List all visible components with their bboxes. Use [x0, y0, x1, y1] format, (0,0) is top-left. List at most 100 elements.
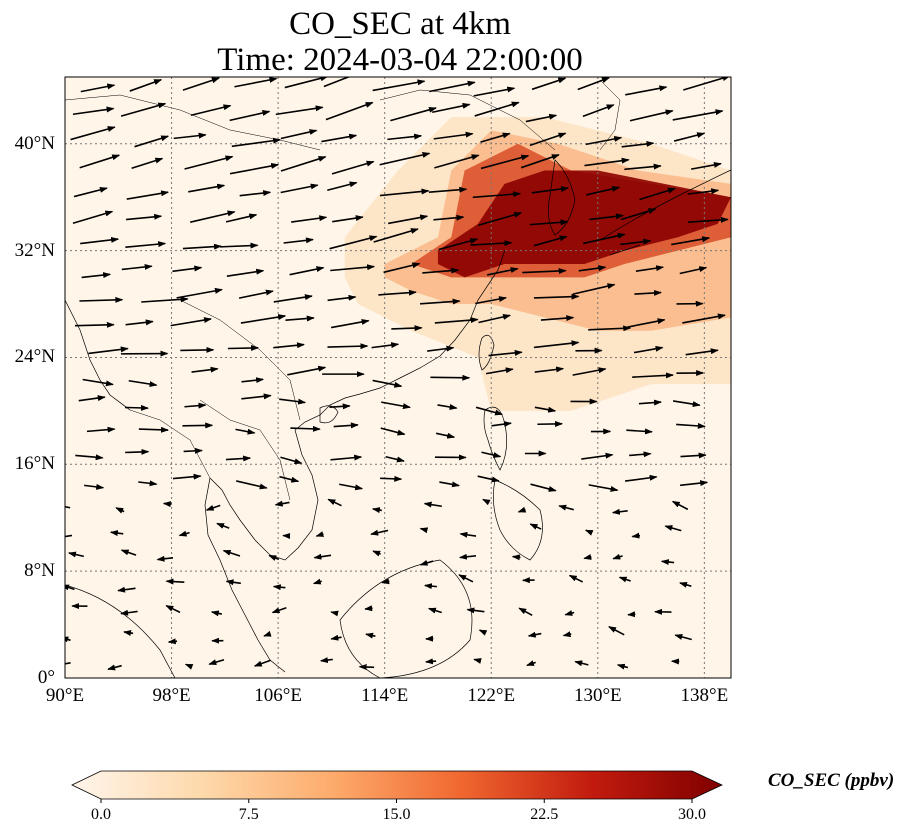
wind-arrow: [466, 607, 485, 614]
wind-arrow: [588, 325, 632, 332]
wind-arrow: [518, 607, 533, 617]
wind-arrow: [635, 265, 665, 272]
wind-arrow: [676, 422, 706, 429]
wind-arrow: [205, 504, 221, 511]
wind-arrow: [379, 188, 430, 197]
wind-arrow: [65, 584, 75, 591]
lon-tick-label: 114°E: [361, 685, 409, 706]
border-inland-4: [129, 409, 211, 479]
wind-arrow: [67, 551, 85, 558]
wind-arrow: [253, 659, 271, 667]
wind-arrow: [280, 129, 318, 140]
wind-arrow: [680, 480, 709, 487]
wind-arrow: [225, 579, 241, 586]
lon-tick-label: 138°E: [680, 685, 729, 706]
wind-arrow: [585, 186, 621, 196]
wind-arrow: [190, 210, 236, 223]
wind-arrow: [182, 77, 220, 91]
wind-arrow: [219, 242, 259, 249]
coastline-hainan: [319, 405, 339, 424]
wind-arrow: [434, 317, 479, 324]
wind-arrow: [438, 238, 479, 251]
wind-arrow: [480, 132, 511, 143]
wind-arrow: [138, 426, 170, 433]
wind-arrow: [371, 342, 400, 349]
wind-arrow: [167, 638, 178, 645]
wind-arrow: [280, 156, 327, 172]
wind-arrow: [664, 525, 682, 532]
wind-arrow: [581, 452, 614, 460]
wind-arrow: [531, 186, 570, 194]
wind-arrow: [618, 576, 631, 583]
wind-arrow: [330, 318, 370, 329]
wind-arrow: [624, 163, 662, 171]
wind-arrow: [423, 501, 442, 508]
wind-arrow: [511, 554, 521, 561]
wind-arrow: [387, 133, 423, 141]
wind-arrow: [435, 432, 456, 439]
wind-arrow: [612, 553, 623, 560]
wind-arrow: [172, 265, 203, 273]
colorbar-label: CO_SEC (ppbv): [768, 770, 895, 791]
colorbar-tick-label: 7.5: [238, 806, 259, 823]
wind-arrow: [327, 343, 369, 350]
lon-tick-label: 90°E: [45, 685, 85, 706]
wind-arrow: [210, 610, 223, 617]
wind-arrow: [533, 293, 580, 300]
wind-arrow: [124, 404, 149, 411]
colorbar-gradient: [71, 770, 723, 800]
colorbar-tick-label: 22.5: [530, 806, 559, 823]
coastline-malay-peninsula: [204, 477, 286, 673]
wind-arrow: [115, 507, 125, 514]
wind-arrow: [533, 235, 568, 247]
wind-arrow: [184, 155, 234, 170]
border-inland-1: [65, 94, 321, 151]
wind-arrow: [458, 574, 474, 583]
wind-arrow: [128, 379, 158, 387]
wind-arrow: [632, 372, 674, 379]
wind-arrow: [263, 630, 272, 637]
wind-arrow: [564, 610, 575, 616]
wind-arrow: [279, 398, 307, 405]
wind-arrow: [225, 213, 258, 223]
wind-arrow: [339, 483, 364, 491]
wind-arrow: [690, 161, 722, 170]
wind-arrow: [475, 296, 507, 305]
wind-arrow: [525, 113, 558, 123]
wind-arrow: [323, 77, 351, 88]
wind-arrow: [330, 454, 363, 461]
wind-arrow: [333, 422, 359, 429]
wind-arrow: [627, 318, 666, 328]
lon-tick-label: 122°E: [467, 685, 516, 706]
wind-arrow: [70, 126, 116, 141]
wind-arrow: [459, 531, 477, 538]
wind-arrow: [78, 395, 106, 402]
wind-arrow: [138, 480, 158, 487]
wind-arrow: [638, 399, 662, 406]
wind-arrow: [480, 154, 530, 170]
wind-arrow: [222, 549, 241, 557]
wind-arrow: [289, 266, 325, 276]
wind-arrow: [534, 366, 565, 373]
wind-arrow: [473, 86, 516, 97]
border-inland-3: [199, 399, 291, 501]
wind-arrow: [478, 629, 488, 636]
wind-arrow: [280, 183, 319, 194]
wind-arrow: [458, 553, 477, 560]
wind-arrow: [639, 187, 676, 201]
wind-arrow: [191, 366, 219, 373]
wind-arrow: [279, 475, 300, 483]
wind-arrow: [620, 238, 652, 246]
wind-arrow: [184, 663, 194, 670]
wind-arrow: [312, 578, 322, 585]
wind-arrow: [180, 346, 215, 353]
wind-arrow: [589, 213, 624, 221]
wind-arrow: [478, 313, 512, 324]
wind-arrow: [358, 664, 375, 671]
wind-arrow: [487, 267, 519, 276]
wind-arrow: [583, 553, 592, 560]
wind-arrow: [120, 102, 167, 117]
wind-arrow: [682, 313, 726, 324]
lon-tick-label: 106°E: [254, 685, 302, 706]
